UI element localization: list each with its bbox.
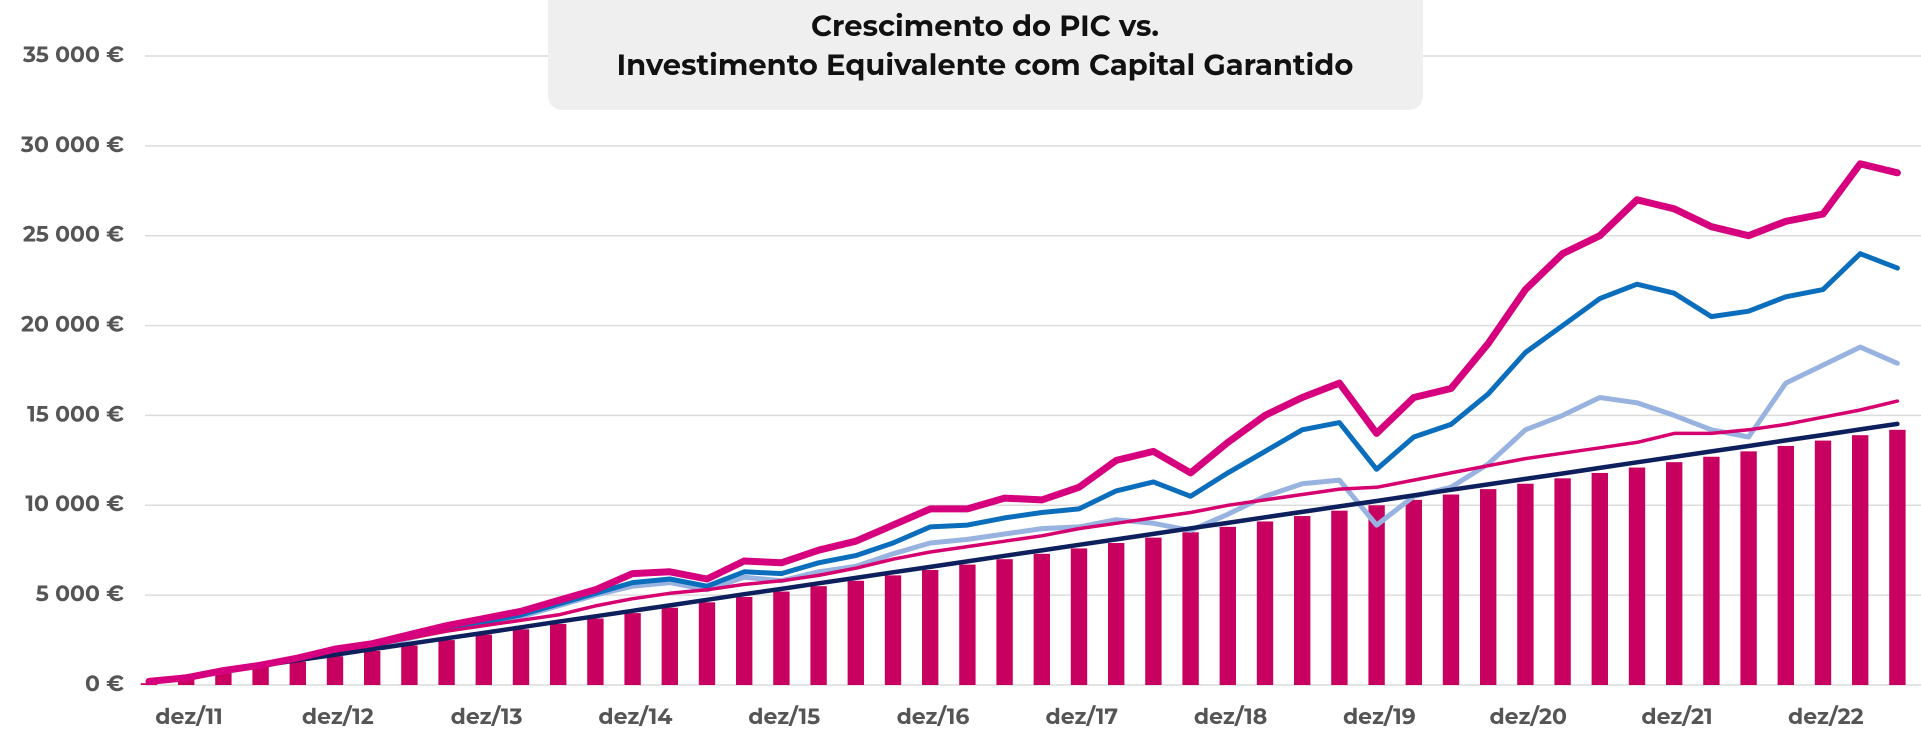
bar — [401, 645, 418, 685]
bar — [996, 559, 1013, 685]
y-tick-label: 30 000 € — [20, 131, 124, 158]
bar — [698, 602, 716, 685]
bar — [1554, 478, 1571, 685]
bar — [438, 640, 455, 685]
bar — [289, 661, 306, 685]
bar — [1740, 451, 1757, 685]
bar — [587, 618, 604, 685]
bar — [1777, 445, 1794, 685]
bar — [1182, 532, 1199, 685]
bar — [1219, 526, 1236, 685]
x-tick-label: dez/21 — [1641, 703, 1712, 730]
bar — [326, 656, 344, 685]
bar — [847, 580, 864, 685]
y-tick-label: 35 000 € — [22, 41, 124, 68]
x-tick-label: dez/18 — [1194, 703, 1267, 730]
bar — [1814, 440, 1832, 685]
bar — [1294, 516, 1311, 685]
bar — [959, 564, 976, 685]
bar — [178, 677, 195, 685]
x-tick-label: dez/14 — [598, 703, 672, 730]
y-tick-label: 20 000 € — [21, 310, 124, 337]
x-tick-label: dez/12 — [302, 703, 374, 730]
bar — [1442, 494, 1460, 685]
bar — [1070, 548, 1088, 685]
bar — [661, 607, 678, 685]
bar — [736, 596, 753, 685]
marks — [140, 160, 1906, 685]
bar — [1368, 505, 1385, 685]
line — [147, 399, 1900, 684]
y-tick-label: 10 000 € — [25, 490, 124, 517]
y-tick-label: 5 000 € — [36, 580, 124, 607]
x-tick-label: dez/22 — [1788, 703, 1864, 730]
bar — [475, 634, 492, 685]
y-tick-label: 25 000 € — [23, 221, 124, 248]
x-tick-label: dez/19 — [1343, 703, 1416, 730]
bar — [810, 586, 827, 685]
bar — [1517, 483, 1534, 685]
grid — [145, 55, 1921, 686]
labels: 0 € 5 000 € 10 000 € 15 000 € 20 000 € 25 000… — [20, 41, 1864, 730]
bar — [512, 629, 530, 685]
chart-title: Investimento Equivalente com Capital Gar… — [617, 48, 1354, 83]
bar — [1331, 510, 1348, 685]
title-box — [548, 0, 1423, 110]
bar — [1108, 543, 1125, 685]
bar — [252, 667, 269, 685]
bar — [1480, 489, 1497, 685]
x-tick-label: dez/13 — [451, 703, 523, 730]
bar — [364, 650, 381, 685]
bar — [1033, 553, 1050, 685]
bar — [1852, 435, 1869, 685]
bar — [1666, 462, 1683, 685]
x-tick-label: dez/15 — [748, 703, 820, 730]
bar — [922, 569, 939, 685]
bar — [1591, 472, 1608, 685]
bar — [1256, 521, 1274, 685]
x-tick-label: dez/11 — [155, 703, 222, 730]
bar — [624, 613, 641, 685]
bar — [1628, 467, 1646, 685]
bar — [1405, 499, 1422, 685]
bar — [1703, 456, 1720, 685]
bar — [884, 575, 902, 685]
line — [145, 160, 1901, 685]
x-tick-label: dez/16 — [897, 703, 970, 730]
bar — [773, 591, 790, 685]
x-tick-label: dez/17 — [1046, 703, 1119, 730]
bar — [215, 672, 232, 685]
y-tick-label: 15 000 € — [27, 400, 124, 427]
chart-title: Crescimento do PIC vs. — [811, 9, 1159, 44]
line — [146, 421, 1900, 685]
bar — [550, 623, 567, 685]
x-tick-label: dez/20 — [1489, 703, 1567, 730]
bar — [1145, 537, 1162, 685]
bar — [1889, 429, 1906, 685]
y-tick-label: 0 € — [85, 670, 124, 697]
